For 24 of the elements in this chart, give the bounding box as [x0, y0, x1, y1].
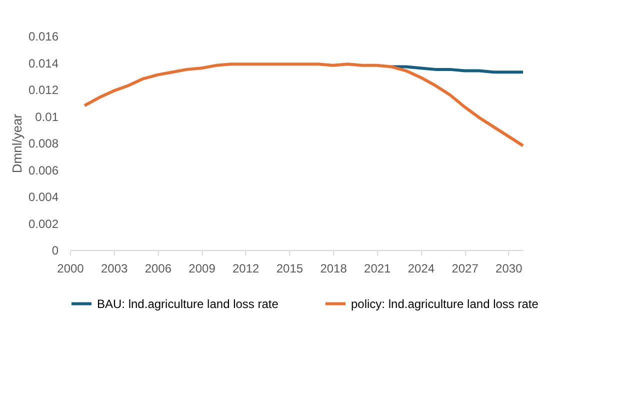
y-tick-label: 0.004 [28, 190, 59, 204]
y-tick-label: 0 [52, 244, 59, 258]
x-tick-label: 2021 [364, 262, 392, 276]
y-tick-label: 0.008 [28, 136, 59, 150]
legend-label: policy: lnd.agriculture land loss rate [351, 296, 539, 311]
x-tick-label: 2009 [188, 262, 216, 276]
y-tick-label: 0.002 [28, 216, 59, 231]
y-tick-label: 0.01 [35, 110, 59, 124]
y-tick-label: 0.006 [28, 163, 59, 178]
y-tick-label: 0.012 [28, 83, 59, 97]
x-tick-label: 2027 [452, 262, 479, 276]
y-tick-label: 0.014 [28, 56, 59, 70]
x-tick-label: 2000 [57, 262, 84, 276]
line-series [83, 62, 524, 148]
x-tick-label: 2030 [496, 262, 523, 276]
x-tick-label: 2003 [100, 262, 128, 276]
x-tick-label: 2018 [320, 262, 348, 276]
legend-label: BAU: lnd.agriculture land loss rate [97, 296, 279, 311]
x-tick-label: 2015 [276, 262, 304, 276]
y-tick-label: 0.016 [28, 30, 59, 44]
x-tick-label: 2006 [144, 262, 172, 276]
x-tick-label: 2012 [232, 262, 260, 276]
x-tick-label: 2024 [408, 262, 435, 276]
y-axis-title: Dmnl/year [9, 113, 24, 174]
